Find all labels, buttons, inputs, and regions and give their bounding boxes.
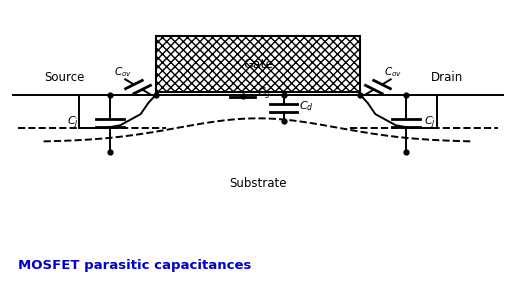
- Text: $C_j$: $C_j$: [68, 115, 79, 131]
- Bar: [156, 36, 360, 92]
- Text: $C_j$: $C_j$: [424, 115, 436, 131]
- Text: Source: Source: [44, 72, 84, 84]
- Text: $C_{ov}$: $C_{ov}$: [114, 66, 132, 79]
- Text: Gate: Gate: [243, 58, 273, 70]
- Text: MOSFET parasitic capacitances: MOSFET parasitic capacitances: [18, 259, 251, 272]
- Text: $C_d$: $C_d$: [299, 100, 314, 113]
- Text: $C_{ov}$: $C_{ov}$: [384, 66, 402, 79]
- Text: Drain: Drain: [431, 72, 463, 84]
- Text: Substrate: Substrate: [229, 177, 287, 190]
- Text: $C_g$: $C_g$: [257, 86, 271, 102]
